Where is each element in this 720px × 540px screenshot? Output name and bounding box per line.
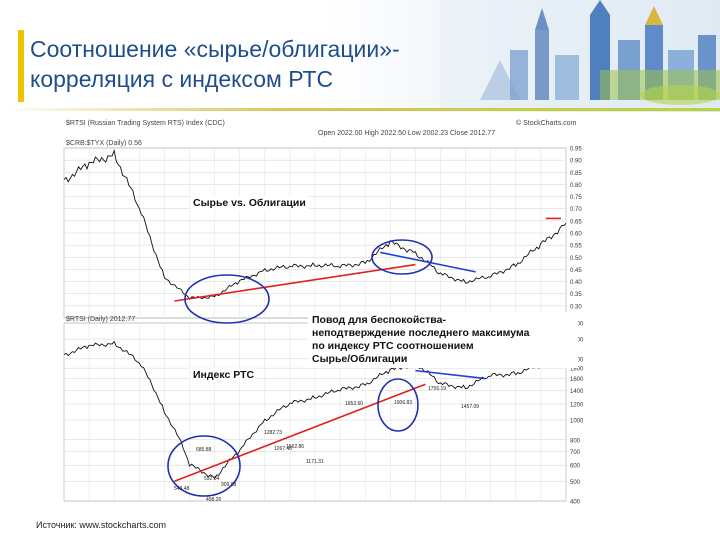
value-label: 909.68 <box>221 482 237 488</box>
value-label: 1171.31 <box>306 459 324 465</box>
y-tick-label: 0.40 <box>570 280 582 286</box>
y-tick-label: 700 <box>570 450 581 456</box>
y-tick-label: 0.95 <box>570 147 582 153</box>
chart-quote-line: Open 2022.00 High 2022.50 Low 2002.23 Cl… <box>318 130 496 137</box>
y-tick-label: 1800 <box>570 367 584 373</box>
y-tick-label: 600 <box>570 464 581 470</box>
value-label: 685.88 <box>196 447 212 453</box>
y-tick-label: 0.30 <box>570 304 582 310</box>
y-tick-label: 0.90 <box>570 159 582 165</box>
title-line-2: корреляция с индексом РТС <box>30 66 334 92</box>
value-label: 1457.09 <box>461 404 479 410</box>
value-label: 1282.73 <box>264 430 282 436</box>
trendline-2-1 <box>174 383 426 483</box>
y-tick-label: 400 <box>570 500 581 506</box>
y-tick-label: 0.50 <box>570 256 582 262</box>
chart-svg: 0.95 0.90 0.85 0.80 0.75 0.70 0.65 0.60 0.55 0.50… <box>63 147 584 506</box>
chart-site-credit: © StockCharts.com <box>516 120 577 127</box>
y-tick-label: 0.60 <box>570 232 582 238</box>
value-label: 1906.83 <box>394 400 412 406</box>
trendline-2-2 <box>415 369 486 380</box>
y-tick-label: 1600 <box>570 377 584 383</box>
highlight-circle-upper-high <box>371 239 433 275</box>
chart-ticker-line: $RTSI (Russian Trading System RTS) Index… <box>66 120 225 127</box>
y-tick-label: 1000 <box>570 419 584 425</box>
header-rule <box>0 108 720 111</box>
annotation-commodities-bonds: Сырье vs. Облигации <box>190 196 309 210</box>
annotation-warning-box: Повод для беспокойства- неподтверждение … <box>308 312 578 368</box>
value-label: 592.04 <box>204 476 220 482</box>
title-line-1: Соотношение «сырье/облигации»- <box>30 36 400 62</box>
slide-title: Соотношение «сырье/облигации»- корреляци… <box>30 34 450 94</box>
y-tick-label: 0.85 <box>570 171 582 177</box>
city-illustration <box>440 0 720 108</box>
upper-panel-legend: $CRB:$TYX (Daily) 0.56 <box>66 140 142 147</box>
value-label: 498.20 <box>206 497 222 503</box>
y-tick-label: 0.80 <box>570 183 582 189</box>
y-tick-label: 0.35 <box>570 292 582 298</box>
value-label: 1652.50 <box>345 401 363 407</box>
annotation-rts-index: Индекс РТС <box>190 368 258 382</box>
trendline-1-2 <box>380 251 476 273</box>
trendline-1-1 <box>174 263 416 302</box>
value-label: 1756.19 <box>428 386 446 392</box>
y-tick-label: 800 <box>570 438 581 444</box>
y-tick-label: 0.55 <box>570 244 582 250</box>
series-line-2 <box>63 340 567 480</box>
y-tick-label: 0.75 <box>570 195 582 201</box>
value-label: 1562.86 <box>286 444 304 450</box>
highlight-circle-lower-high <box>377 378 419 432</box>
lower-panel-legend: $RTSI (Daily) 2012.77 <box>66 316 136 323</box>
warning-line-4: Сырье/Облигации <box>312 353 408 365</box>
title-accent-bar <box>18 30 24 102</box>
warning-line-3: по индексу РТС соотношением <box>312 340 474 352</box>
warning-line-2: неподтверждение последнего максимума <box>312 327 530 339</box>
y-tick-label: 0.65 <box>570 219 582 225</box>
y-tick-label: 0.70 <box>570 207 582 213</box>
y-tick-label: 0.45 <box>570 268 582 274</box>
value-label: 543.48 <box>174 486 190 492</box>
chart-area: 0.95 0.90 0.85 0.80 0.75 0.70 0.65 0.60 0.55 0.50… <box>56 118 594 508</box>
value-label: 1267.48 <box>274 446 292 452</box>
y-tick-label: 500 <box>570 480 581 486</box>
warning-line-1: Повод для беспокойства- <box>312 314 446 326</box>
source-note: Источник: www.stockcharts.com <box>36 520 166 530</box>
series-line-1 <box>63 149 567 301</box>
y-tick-label: 1200 <box>570 402 584 408</box>
y-tick-label: 1400 <box>570 389 584 395</box>
highlight-circle-upper-low <box>184 274 270 324</box>
highlight-circle-lower-low <box>167 435 241 497</box>
